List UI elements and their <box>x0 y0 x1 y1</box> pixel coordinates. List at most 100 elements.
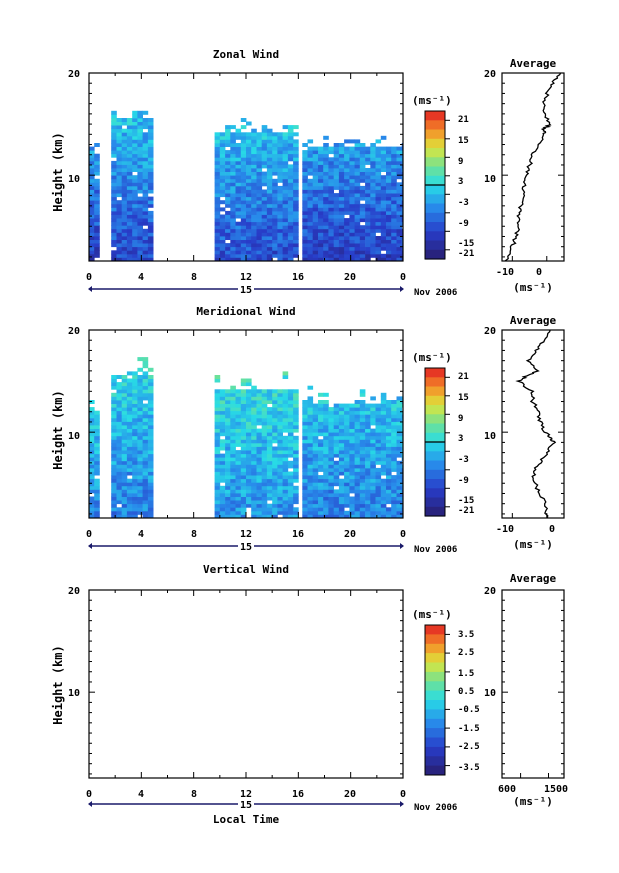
heatmap-cell <box>266 214 273 219</box>
heatmap-cell <box>396 471 403 476</box>
heatmap-cell <box>338 239 345 244</box>
heatmap-cell <box>89 168 95 172</box>
heatmap-cell <box>359 414 366 419</box>
heatmap-cell <box>116 403 123 408</box>
heatmap-cell <box>214 175 221 180</box>
heatmap-cell <box>142 253 149 258</box>
heatmap-cell <box>142 157 149 162</box>
heatmap-cell <box>214 253 221 258</box>
heatmap-cell <box>307 239 314 244</box>
heatmap-cell <box>349 221 355 226</box>
heatmap-cell <box>111 239 117 244</box>
x-tick-label: 12 <box>240 529 252 540</box>
avg-x-tick: 600 <box>498 784 516 795</box>
heatmap-cell <box>401 514 403 518</box>
heatmap-cell <box>235 236 242 240</box>
heatmap-cell <box>251 507 257 512</box>
heatmap-cell <box>380 460 387 465</box>
heatmap-cell <box>354 460 361 465</box>
heatmap-cell <box>111 385 117 390</box>
heatmap-cell <box>333 193 340 198</box>
heatmap-cell <box>225 150 231 155</box>
heatmap-cell <box>287 257 294 261</box>
heatmap-cell <box>365 175 371 180</box>
heatmap-cell <box>137 489 143 494</box>
heatmap-cell <box>307 407 314 412</box>
heatmap-cell <box>94 460 100 465</box>
heatmap-cell <box>344 403 350 408</box>
heatmap-cell <box>344 185 350 190</box>
heatmap-cell <box>365 510 371 515</box>
heatmap-cell <box>312 193 319 198</box>
heatmap-cell <box>312 146 319 151</box>
heatmap-cell <box>121 514 128 518</box>
heatmap-cell <box>359 189 366 194</box>
heatmap-cell <box>251 500 257 505</box>
heatmap-cell <box>293 200 299 205</box>
heatmap-cell <box>214 478 221 483</box>
heatmap-cell <box>277 442 283 447</box>
heatmap-cell <box>318 514 324 518</box>
heatmap-cell <box>375 482 382 487</box>
heatmap-cell <box>225 460 231 465</box>
heatmap-cell <box>121 450 128 455</box>
heatmap-cell <box>111 253 117 258</box>
heatmap-cell <box>214 417 221 422</box>
heatmap-cell <box>266 196 273 201</box>
x-tick-label: 8 <box>191 272 197 283</box>
heatmap-cell <box>277 143 283 147</box>
heatmap-cell <box>293 417 299 422</box>
heatmap-cell <box>359 175 366 180</box>
heatmap-cell <box>266 410 273 415</box>
heatmap-cell <box>318 400 324 404</box>
heatmap-cell <box>132 457 138 462</box>
heatmap-cell <box>147 164 154 169</box>
heatmap-cell <box>354 232 361 237</box>
heatmap-cell <box>396 250 403 255</box>
heatmap-cell <box>312 467 319 472</box>
heatmap-cell <box>256 236 263 240</box>
heatmap-cell <box>391 200 397 205</box>
heatmap-cell <box>225 153 231 158</box>
heatmap-cell <box>307 425 314 429</box>
heatmap-cell <box>225 400 231 404</box>
heatmap-cell <box>282 389 289 394</box>
heatmap-cell <box>396 493 403 497</box>
heatmap-cell <box>256 207 263 212</box>
heatmap-cell <box>126 421 133 426</box>
heatmap-cell <box>111 375 117 379</box>
heatmap-cell <box>354 493 361 497</box>
heatmap-cell <box>89 200 95 205</box>
heatmap-cell <box>225 164 231 169</box>
heatmap-cell <box>354 182 361 187</box>
heatmap-cell <box>246 157 252 162</box>
heatmap-cell <box>328 493 334 497</box>
heatmap-cell <box>328 421 334 426</box>
heatmap-cell <box>302 246 308 251</box>
heatmap-cell <box>111 482 117 487</box>
heatmap-cell <box>391 410 397 415</box>
heatmap-cell <box>266 432 273 437</box>
heatmap-cell <box>147 453 154 458</box>
heatmap-cell <box>401 146 403 151</box>
heatmap-cell <box>391 467 397 472</box>
heatmap-cell <box>323 164 329 169</box>
heatmap-cell <box>354 168 361 172</box>
heatmap-cell <box>126 428 133 433</box>
heatmap-cell <box>116 200 123 205</box>
heatmap-cell <box>137 432 143 437</box>
heatmap-cell <box>282 160 289 165</box>
heatmap-cell <box>230 218 236 223</box>
heatmap-cell <box>344 157 350 162</box>
heatmap-cell <box>240 225 247 230</box>
heatmap-cell <box>142 375 149 379</box>
heatmap-cell <box>318 417 324 422</box>
heatmap-cell <box>277 164 283 169</box>
heatmap-cell <box>251 257 257 261</box>
heatmap-cell <box>333 407 340 412</box>
heatmap-cell <box>318 168 324 172</box>
heatmap-cell <box>219 503 226 508</box>
x-tick-label: 0 <box>400 272 406 283</box>
heatmap-cell <box>116 139 123 144</box>
heatmap-cell <box>272 493 278 497</box>
